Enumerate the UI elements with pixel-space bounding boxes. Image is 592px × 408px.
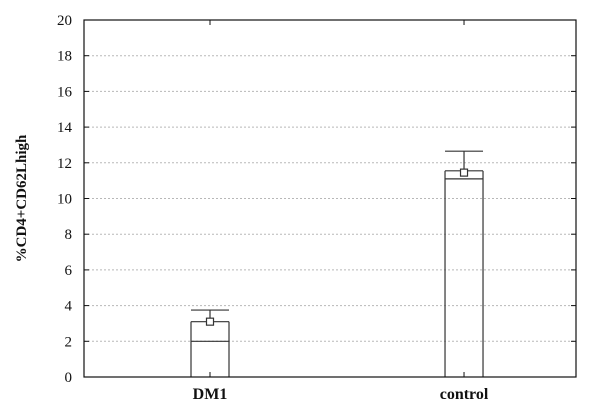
y-tick-label: 10 — [57, 192, 72, 208]
y-tick-label: 8 — [65, 227, 73, 243]
plot-frame — [83, 19, 577, 378]
y-axis-ticks: 0 2 4 6 8 10 12 14 16 18 20 DM1 control — [57, 13, 576, 403]
y-axis-label: %CD4+CD62Lhigh — [14, 134, 30, 262]
mean-marker — [459, 168, 469, 177]
box-group — [190, 309, 230, 377]
y-tick-label: 2 — [65, 334, 73, 350]
grid-lines — [84, 55, 576, 342]
y-tick-label: 16 — [57, 84, 73, 100]
y-tick-label: 6 — [65, 263, 73, 279]
y-tick-label: 20 — [57, 13, 72, 29]
y-tick-label: 12 — [57, 156, 72, 172]
box-group — [444, 150, 484, 377]
x-tick-label: control — [440, 386, 489, 403]
plot-marks — [190, 150, 484, 377]
y-tick-label: 4 — [65, 299, 73, 315]
x-tick-label: DM1 — [193, 386, 228, 403]
y-tick-label: 18 — [57, 49, 72, 65]
y-tick-label: 14 — [57, 120, 73, 136]
mean-marker — [205, 317, 215, 326]
y-tick-label: 0 — [65, 370, 73, 386]
